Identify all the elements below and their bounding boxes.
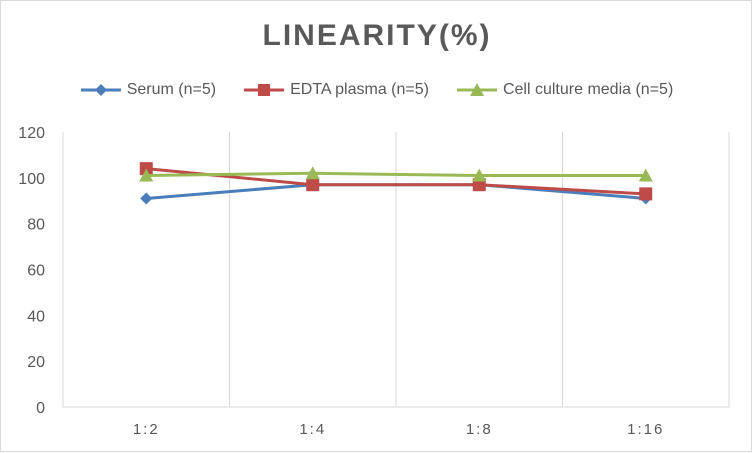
y-tick-label: 40 (27, 308, 45, 325)
data-point (639, 187, 653, 201)
data-point (638, 168, 653, 182)
legend-label: EDTA plasma (n=5) (290, 81, 429, 98)
legend-label: Serum (n=5) (126, 81, 217, 98)
x-tick-label: 1:4 (299, 421, 326, 438)
legend-marker-icon (80, 84, 121, 96)
y-tick-label: 80 (27, 217, 45, 234)
y-tick-label: 0 (36, 400, 45, 417)
legend-label: Cell culture media (n=5) (502, 81, 674, 98)
x-tick-label: 1:2 (133, 421, 160, 438)
x-tick-label: 1:8 (466, 421, 493, 438)
legend-item: EDTA plasma (n=5) (244, 81, 429, 99)
legend-marker-icon (244, 84, 285, 96)
y-tick-label: 60 (27, 263, 45, 280)
data-point (140, 192, 153, 205)
legend-item: Cell culture media (n=5) (456, 81, 674, 99)
y-tick-label: 120 (18, 125, 45, 142)
data-point (472, 168, 487, 182)
series-line-1 (146, 167, 646, 196)
data-point (306, 178, 320, 192)
legend-marker-icon (456, 83, 497, 96)
chart-title: LINEARITY(%) (262, 19, 492, 52)
legend-item: Serum (n=5) (80, 81, 217, 99)
series-line-2 (146, 171, 646, 178)
x-tick-label: 1:16 (627, 421, 664, 438)
legend: Serum (n=5) EDTA plasma (n=5) Cell culture… (1, 81, 752, 99)
data-point (139, 168, 154, 182)
data-point (305, 166, 320, 180)
y-tick-label: 100 (18, 171, 45, 188)
y-tick-label: 20 (27, 354, 45, 371)
